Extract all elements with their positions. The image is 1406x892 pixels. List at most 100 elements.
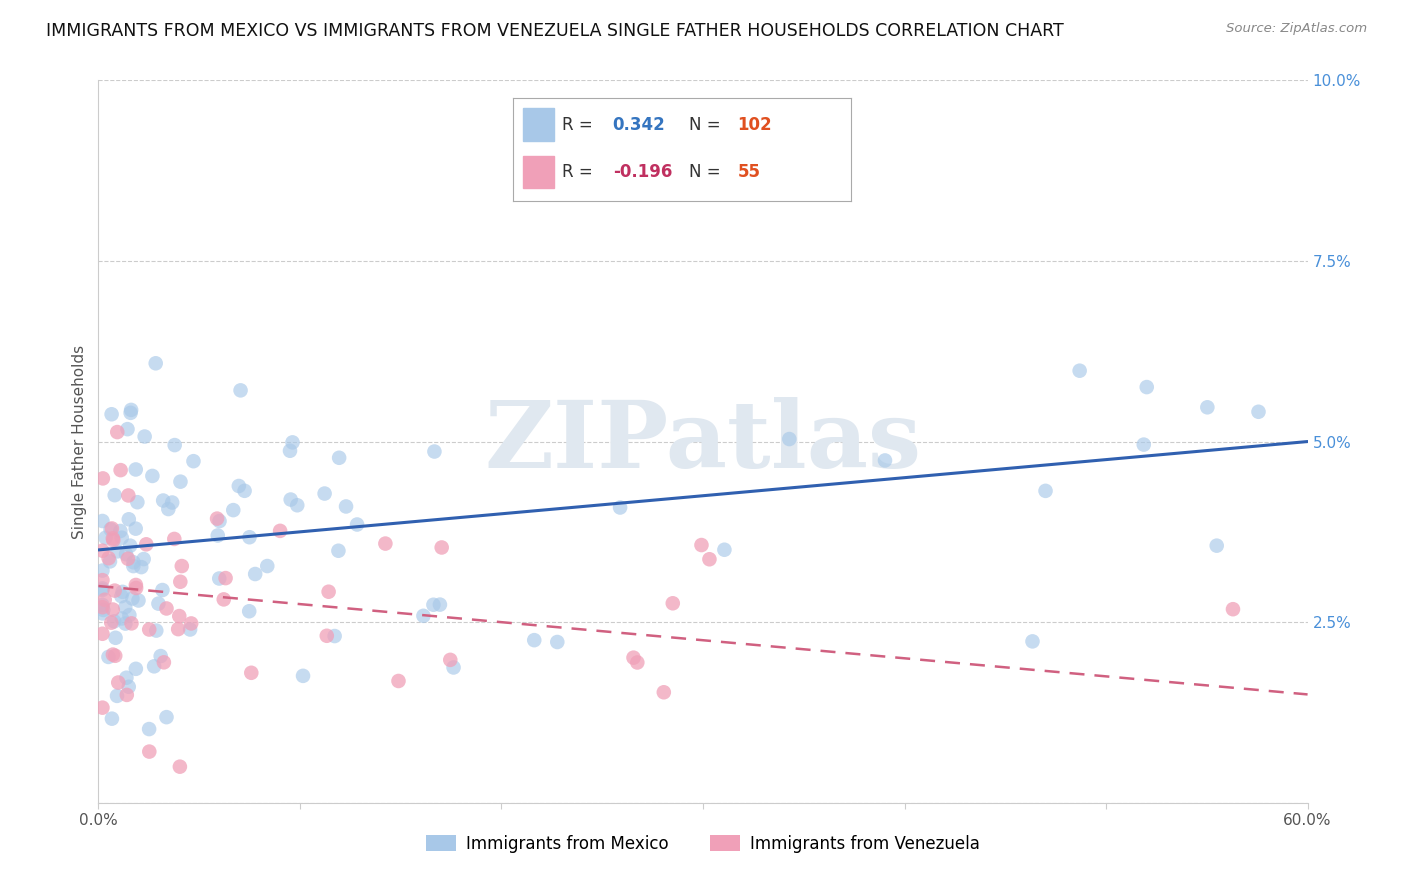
Point: [111, 531, 134, 545]
Point: [135, 537, 157, 551]
Point: [118, 512, 141, 526]
Text: R =: R =: [562, 116, 593, 134]
Point: [214, 571, 236, 585]
Point: [292, 669, 315, 683]
Point: [155, 710, 177, 724]
Point: [122, 555, 145, 569]
Point: [233, 483, 256, 498]
Point: [148, 597, 170, 611]
Point: [91, 700, 114, 714]
Point: [100, 407, 122, 421]
Text: N =: N =: [689, 163, 720, 181]
Point: [335, 500, 357, 514]
Point: [212, 592, 235, 607]
Point: [125, 522, 148, 536]
Point: [423, 444, 446, 458]
Point: [111, 611, 134, 625]
Point: [169, 475, 191, 489]
Point: [104, 488, 127, 502]
Point: [125, 462, 148, 476]
Point: [314, 486, 336, 500]
Point: [163, 438, 186, 452]
Point: [429, 598, 451, 612]
Text: ZIPatlas: ZIPatlas: [485, 397, 921, 486]
Bar: [523, 108, 554, 141]
Point: [149, 648, 172, 663]
Point: [101, 602, 124, 616]
Point: [141, 469, 163, 483]
Point: [1136, 380, 1159, 394]
Point: [256, 559, 278, 574]
Point: [111, 585, 134, 599]
Point: [422, 598, 444, 612]
Point: [145, 624, 167, 638]
Point: [104, 631, 127, 645]
Text: 55: 55: [738, 163, 761, 181]
Point: [328, 450, 350, 465]
Point: [91, 564, 114, 578]
Point: [145, 356, 167, 370]
Text: N =: N =: [689, 116, 720, 134]
Point: [238, 530, 260, 544]
Point: [103, 615, 125, 629]
Point: [546, 635, 568, 649]
Point: [163, 532, 186, 546]
Point: [280, 492, 302, 507]
Point: [346, 517, 368, 532]
Point: [167, 622, 190, 636]
Point: [100, 615, 122, 630]
Point: [115, 671, 138, 685]
Point: [873, 453, 896, 467]
Point: [129, 560, 152, 574]
Point: [97, 551, 120, 566]
Point: [169, 760, 191, 774]
Point: [626, 656, 648, 670]
Point: [652, 685, 675, 699]
Point: [315, 629, 337, 643]
Point: [91, 573, 114, 587]
Point: [91, 582, 114, 596]
Point: [328, 543, 350, 558]
Point: [152, 582, 174, 597]
Point: [690, 538, 713, 552]
Point: [118, 680, 141, 694]
Point: [91, 514, 114, 528]
Point: [104, 583, 127, 598]
Point: [110, 524, 132, 538]
Point: [278, 443, 301, 458]
Point: [153, 656, 176, 670]
Point: [125, 578, 148, 592]
Point: [1205, 539, 1227, 553]
Point: [98, 554, 121, 568]
Point: [269, 524, 291, 538]
Point: [121, 616, 143, 631]
Text: 0.342: 0.342: [613, 116, 665, 134]
Point: [207, 528, 229, 542]
Point: [121, 591, 143, 606]
Point: [110, 463, 132, 477]
Point: [238, 604, 260, 618]
Text: IMMIGRANTS FROM MEXICO VS IMMIGRANTS FROM VENEZUELA SINGLE FATHER HOUSEHOLDS COR: IMMIGRANTS FROM MEXICO VS IMMIGRANTS FRO…: [46, 22, 1064, 40]
Text: -0.196: -0.196: [613, 163, 672, 181]
Point: [115, 547, 138, 561]
Point: [205, 511, 228, 525]
Point: [713, 542, 735, 557]
Point: [120, 406, 142, 420]
Point: [105, 425, 128, 439]
Point: [1132, 437, 1154, 451]
Point: [101, 532, 124, 546]
Point: [134, 429, 156, 443]
Point: [110, 589, 132, 603]
Point: [623, 650, 645, 665]
Point: [157, 502, 180, 516]
Text: Source: ZipAtlas.com: Source: ZipAtlas.com: [1226, 22, 1367, 36]
Point: [138, 745, 160, 759]
Point: [661, 596, 683, 610]
Point: [91, 600, 114, 615]
Point: [91, 582, 114, 597]
Point: [387, 673, 409, 688]
Point: [125, 581, 148, 595]
Legend: Immigrants from Mexico, Immigrants from Venezuela: Immigrants from Mexico, Immigrants from …: [419, 828, 987, 860]
Point: [523, 633, 546, 648]
Point: [114, 616, 136, 631]
